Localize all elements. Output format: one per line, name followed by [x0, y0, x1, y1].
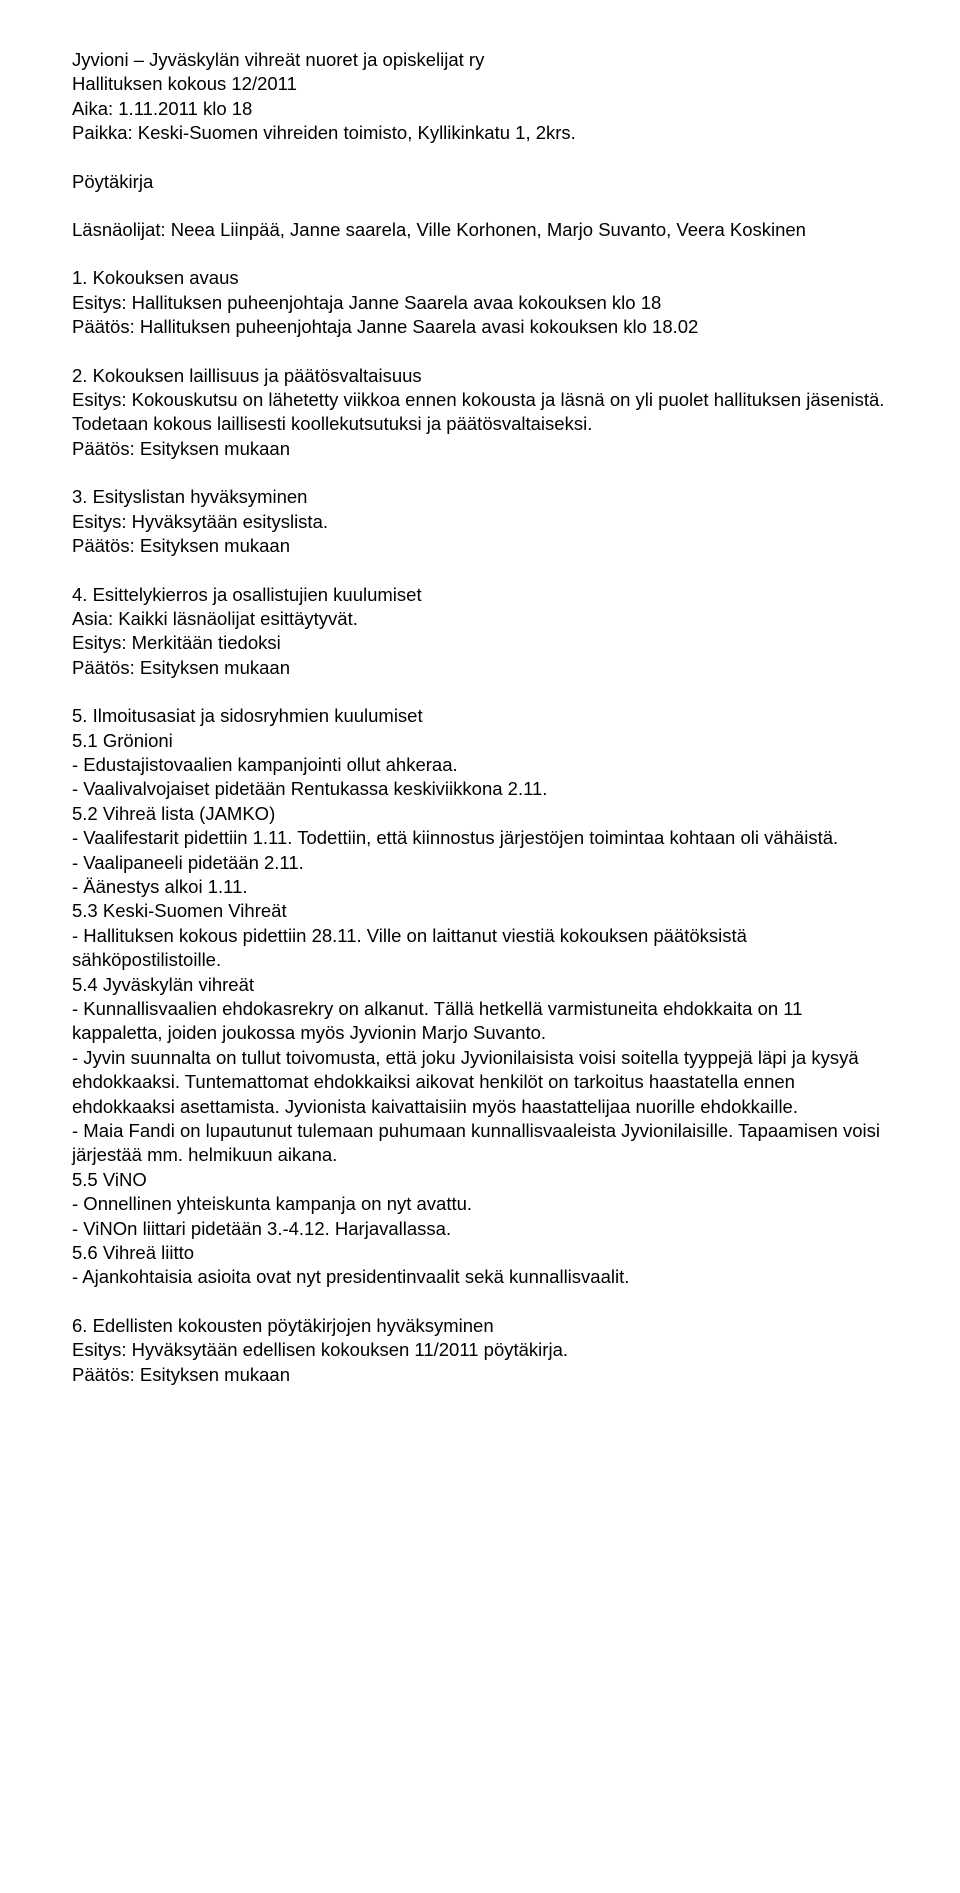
item-title: 6. Edellisten kokousten pöytäkirjojen hy… — [72, 1314, 888, 1338]
subsection-heading: 5.2 Vihreä lista (JAMKO) — [72, 802, 888, 826]
agenda-item-3: 3. Esityslistan hyväksyminen Esitys: Hyv… — [72, 485, 888, 558]
item-esitys: Esitys: Hallituksen puheenjohtaja Janne … — [72, 291, 888, 315]
subsection-heading: 5.1 Grönioni — [72, 729, 888, 753]
item-title: 4. Esittelykierros ja osallistujien kuul… — [72, 583, 888, 607]
poytakirja-label: Pöytäkirja — [72, 170, 888, 194]
item-paatos: Päätös: Esityksen mukaan — [72, 437, 888, 461]
bullet-line: - Hallituksen kokous pidettiin 28.11. Vi… — [72, 924, 888, 973]
agenda-item-4: 4. Esittelykierros ja osallistujien kuul… — [72, 583, 888, 681]
bullet-line: - Maia Fandi on lupautunut tulemaan puhu… — [72, 1119, 888, 1168]
item-title: 2. Kokouksen laillisuus ja päätösvaltais… — [72, 364, 888, 388]
meeting-datetime: Aika: 1.11.2011 klo 18 — [72, 97, 888, 121]
item-esitys: Esitys: Merkitään tiedoksi — [72, 631, 888, 655]
bullet-line: - Äänestys alkoi 1.11. — [72, 875, 888, 899]
item-esitys: Esitys: Hyväksytään esityslista. — [72, 510, 888, 534]
subsection-heading: 5.4 Jyväskylän vihreät — [72, 973, 888, 997]
bullet-line: - Jyvin suunnalta on tullut toivomusta, … — [72, 1046, 888, 1119]
item-asia: Asia: Kaikki läsnäolijat esittäytyvät. — [72, 607, 888, 631]
bullet-line: - ViNOn liittari pidetään 3.-4.12. Harja… — [72, 1217, 888, 1241]
bullet-line: - Kunnallisvaalien ehdokasrekry on alkan… — [72, 997, 888, 1046]
agenda-item-1: 1. Kokouksen avaus Esitys: Hallituksen p… — [72, 266, 888, 339]
meeting-title: Hallituksen kokous 12/2011 — [72, 72, 888, 96]
item-title: 5. Ilmoitusasiat ja sidosryhmien kuulumi… — [72, 704, 888, 728]
item-title: 3. Esityslistan hyväksyminen — [72, 485, 888, 509]
subsection-heading: 5.6 Vihreä liitto — [72, 1241, 888, 1265]
agenda-item-2: 2. Kokouksen laillisuus ja päätösvaltais… — [72, 364, 888, 462]
meeting-place: Paikka: Keski-Suomen vihreiden toimisto,… — [72, 121, 888, 145]
bullet-line: - Vaalivalvojaiset pidetään Rentukassa k… — [72, 777, 888, 801]
agenda-item-6: 6. Edellisten kokousten pöytäkirjojen hy… — [72, 1314, 888, 1387]
item-paatos: Päätös: Esityksen mukaan — [72, 656, 888, 680]
bullet-line: - Ajankohtaisia asioita ovat nyt preside… — [72, 1265, 888, 1289]
bullet-line: - Onnellinen yhteiskunta kampanja on nyt… — [72, 1192, 888, 1216]
item-paatos: Päätös: Esityksen mukaan — [72, 534, 888, 558]
item-paatos: Päätös: Hallituksen puheenjohtaja Janne … — [72, 315, 888, 339]
attendees-text: Läsnäolijat: Neea Liinpää, Janne saarela… — [72, 218, 888, 242]
attendees-block: Läsnäolijat: Neea Liinpää, Janne saarela… — [72, 218, 888, 242]
item-paatos: Päätös: Esityksen mukaan — [72, 1363, 888, 1387]
bullet-line: - Vaalipaneeli pidetään 2.11. — [72, 851, 888, 875]
document-page: Jyvioni – Jyväskylän vihreät nuoret ja o… — [0, 0, 960, 1459]
poytakirja-heading: Pöytäkirja — [72, 170, 888, 194]
bullet-line: - Edustajistovaalien kampanjointi ollut … — [72, 753, 888, 777]
subsection-heading: 5.3 Keski-Suomen Vihreät — [72, 899, 888, 923]
subsection-heading: 5.5 ViNO — [72, 1168, 888, 1192]
item-esitys: Esitys: Kokouskutsu on lähetetty viikkoa… — [72, 388, 888, 437]
agenda-item-5: 5. Ilmoitusasiat ja sidosryhmien kuulumi… — [72, 704, 888, 1290]
item-esitys: Esitys: Hyväksytään edellisen kokouksen … — [72, 1338, 888, 1362]
bullet-line: - Vaalifestarit pidettiin 1.11. Todettii… — [72, 826, 888, 850]
header-block: Jyvioni – Jyväskylän vihreät nuoret ja o… — [72, 48, 888, 146]
org-name: Jyvioni – Jyväskylän vihreät nuoret ja o… — [72, 48, 888, 72]
item-title: 1. Kokouksen avaus — [72, 266, 888, 290]
